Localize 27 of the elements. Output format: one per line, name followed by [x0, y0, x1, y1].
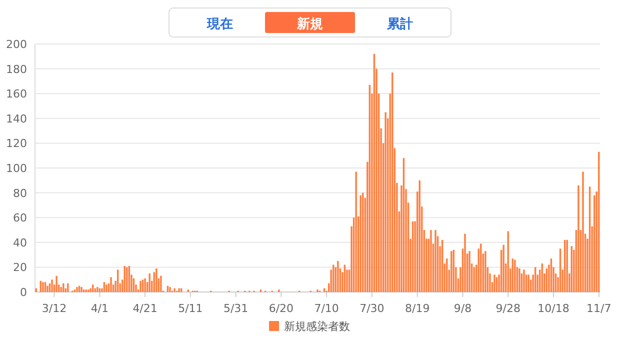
x-tick-label: 7/30: [360, 302, 384, 315]
x-tick-label: 7/10: [314, 302, 339, 315]
y-tick-label: 200: [6, 38, 27, 51]
x-tick-label: 9/8: [454, 302, 472, 315]
legend: 新規感染者数: [269, 320, 350, 333]
y-tick-label: 20: [13, 261, 27, 274]
y-tick-label: 140: [6, 112, 27, 126]
tabs: 現在 新規 累計: [168, 8, 452, 38]
x-tick-label: 4/21: [132, 302, 158, 315]
y-tick-label: 180: [6, 62, 27, 76]
y-tick-label: 40: [13, 236, 27, 250]
y-tick-label: 120: [6, 137, 27, 150]
x-tick-label: 4/1: [90, 302, 109, 315]
x-tick-label: 5/31: [223, 302, 248, 315]
y-tick-label: 60: [13, 212, 27, 225]
x-tick-label: 9/28: [496, 302, 520, 315]
y-tick-label: 160: [6, 88, 27, 101]
legend-label: 新規感染者数: [284, 320, 350, 333]
x-tick-label: 3/12: [42, 302, 67, 315]
y-tick-label: 0: [20, 286, 27, 299]
y-tick-label: 100: [6, 162, 27, 175]
x-tick-label: 11/7: [586, 302, 612, 315]
x-tick-label: 6/20: [268, 302, 294, 315]
y-tick-label: 80: [13, 186, 27, 200]
x-tick-label: 10/18: [538, 302, 570, 315]
x-tick-label: 5/11: [178, 302, 203, 315]
x-tick-label: 8/19: [404, 302, 430, 315]
